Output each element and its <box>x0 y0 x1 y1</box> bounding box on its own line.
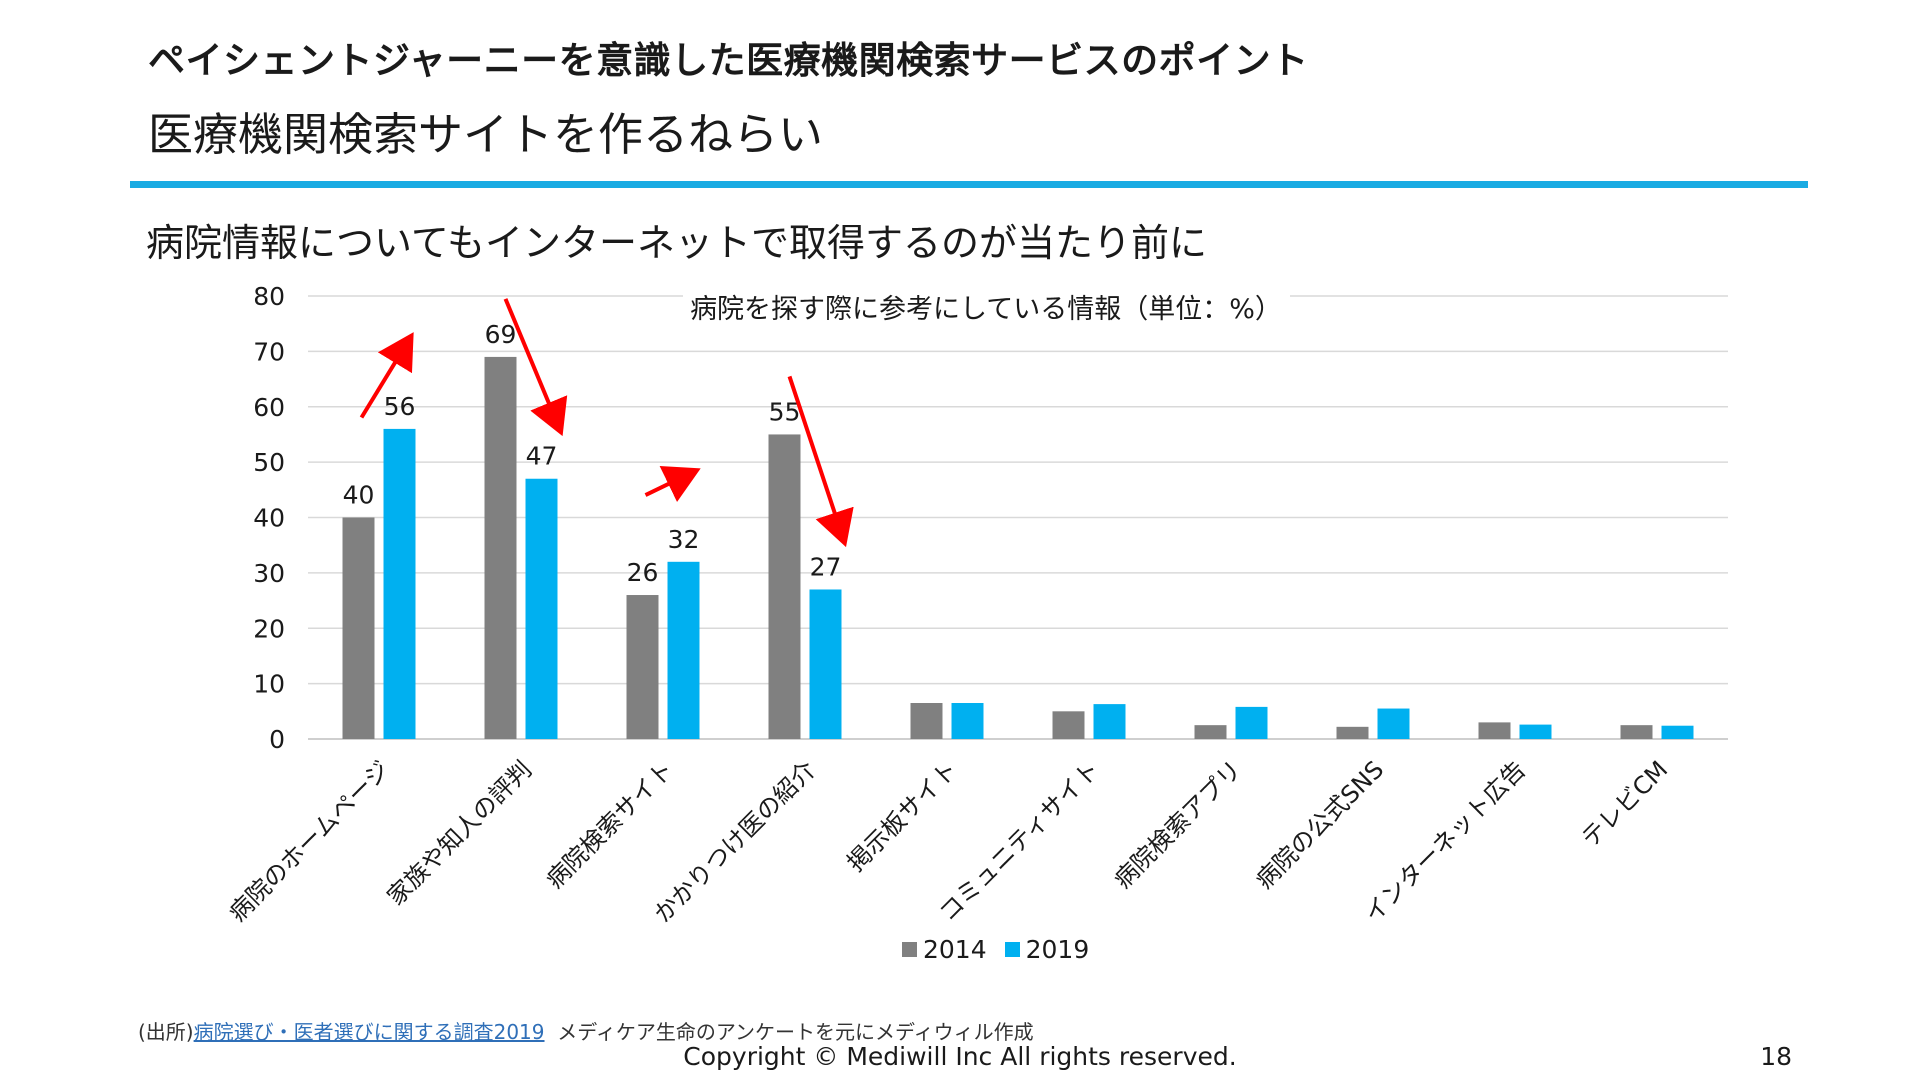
chart-title-group: 病院を探す際に参考にしている情報（単位：%） <box>683 280 1290 325</box>
chart-legend: 2014 2019 <box>902 935 1107 964</box>
data-label: 69 <box>485 320 517 349</box>
y-tick-label: 0 <box>269 725 285 754</box>
x-category-label: 病院検索アプリ <box>1109 755 1248 894</box>
y-tick-label: 80 <box>253 282 285 311</box>
chart-data-labels: 40 56 69 47 26 32 55 27 <box>343 320 842 587</box>
data-label: 27 <box>810 552 842 581</box>
lead-text: 病院情報についてもインターネットで取得するのが当たり前に <box>146 221 1207 265</box>
bar-2014-8 <box>1478 722 1511 739</box>
copyright-notice: Copyright © Mediwill Inc All rights rese… <box>683 1042 1237 1071</box>
bar-2019-4 <box>951 703 984 739</box>
slide-subheading: 医療機関検索サイトを作るねらい <box>148 108 824 161</box>
data-label: 26 <box>627 558 659 587</box>
y-tick-label: 70 <box>253 337 285 366</box>
legend-label: 2019 <box>1025 935 1090 964</box>
bar-2019-1 <box>525 478 558 739</box>
trend-arrow-up <box>644 465 701 502</box>
slide-heading: ペイシェントジャーニーを意識した医療機関検索サービスのポイント <box>148 39 1309 82</box>
bar-2019-2 <box>667 561 700 739</box>
source-suffix: メディケア生命のアンケートを元にメディウィル作成 <box>557 1020 1034 1044</box>
source-link[interactable]: 病院選び・医者選びに関する調査2019 <box>193 1020 545 1044</box>
y-tick-label: 30 <box>253 559 285 588</box>
x-category-label: 家族や知人の評判 <box>382 755 538 911</box>
x-category-label: コミュニティサイト <box>934 755 1106 927</box>
y-tick-label: 60 <box>253 393 285 422</box>
bar-2014-2 <box>626 595 659 739</box>
legend-item-2014: 2014 <box>902 935 987 964</box>
bar-2019-0 <box>383 428 416 739</box>
source-note: (出所)病院選び・医者選びに関する調査2019 メディケア生命のアンケートを元に… <box>138 1016 1034 1045</box>
accent-divider <box>130 181 1808 188</box>
bar-2014-1 <box>484 356 517 739</box>
x-category-label: 掲示板サイト <box>842 755 964 877</box>
y-tick-label: 40 <box>253 504 285 533</box>
trend-arrow-up <box>359 332 414 419</box>
data-label: 32 <box>668 525 700 554</box>
legend-item-2019: 2019 <box>1004 935 1090 964</box>
trend-arrows <box>359 298 854 548</box>
bar-chart: 0 10 20 30 40 50 60 70 80 病院を探す際に参考にしている情報（単位：%）… <box>224 280 1728 928</box>
chart-title-backdrop <box>683 280 1290 324</box>
bar-2014-0 <box>342 517 375 739</box>
data-label: 56 <box>384 392 416 421</box>
x-category-label: テレビCM <box>1576 755 1673 852</box>
bar-2014-9 <box>1620 725 1653 739</box>
legend-swatch <box>1004 942 1020 957</box>
legend-swatch <box>902 942 917 957</box>
bar-2014-6 <box>1194 725 1227 739</box>
legend-label: 2014 <box>923 935 987 964</box>
x-category-label: 病院の公式SNS <box>1250 755 1389 894</box>
data-label: 55 <box>769 397 801 426</box>
y-tick-label: 20 <box>253 614 285 643</box>
data-label: 40 <box>343 481 375 510</box>
page-number: 18 <box>1760 1042 1792 1071</box>
source-prefix: (出所) <box>138 1020 194 1044</box>
x-category-label: 病院のホームページ <box>224 755 396 927</box>
trend-arrow-down <box>503 298 568 437</box>
data-label: 47 <box>526 442 558 471</box>
bar-2019-6 <box>1235 706 1268 739</box>
chart-title: 病院を探す際に参考にしている情報（単位：%） <box>690 294 1282 325</box>
bar-2014-5 <box>1052 711 1085 739</box>
y-tick-label: 50 <box>253 448 285 477</box>
chart-gridlines <box>308 295 1728 740</box>
bar-2019-8 <box>1519 724 1552 739</box>
x-category-label: 病院検索サイト <box>541 755 680 894</box>
x-category-label: かかりつけ医の紹介 <box>649 755 822 928</box>
bar-2014-4 <box>910 703 943 739</box>
bar-2019-9 <box>1661 725 1694 739</box>
trend-arrow-down <box>787 375 854 548</box>
bar-2019-5 <box>1093 704 1126 739</box>
bar-2014-3 <box>768 434 801 739</box>
x-category-label: インターネット広告 <box>1359 755 1532 928</box>
bar-2019-3 <box>809 589 842 739</box>
y-tick-label: 10 <box>253 670 285 699</box>
chart-bars <box>342 356 1694 739</box>
bar-2019-7 <box>1377 708 1410 739</box>
bar-2014-7 <box>1336 726 1369 739</box>
y-axis-ticks: 0 10 20 30 40 50 60 70 80 <box>253 282 285 754</box>
